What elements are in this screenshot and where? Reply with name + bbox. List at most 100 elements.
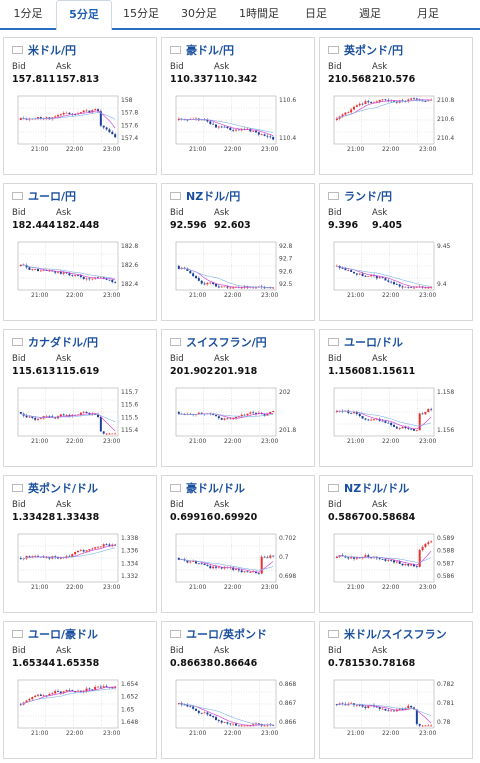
rate-card[interactable]: 米ドル/円 Bid Ask 157.811 157.813 158 157.8 157.6 15… — [3, 37, 157, 175]
rate-card[interactable]: ユーロ/円 Bid Ask 182.444 182.448 182.8 182.6 182.4… — [3, 183, 157, 321]
candle-body — [243, 725, 246, 727]
candle-body — [229, 128, 232, 131]
candle-body — [421, 100, 424, 102]
candle-body — [249, 725, 252, 727]
candle-body — [381, 708, 384, 710]
rate-card[interactable]: NZドル/円 Bid Ask 92.596 92.603 92.8 92.7 92.6 92.5… — [161, 183, 315, 321]
chart-container[interactable]: 115.7 115.6 115.5 115.4 21:00 22:00 23:00 — [16, 386, 160, 458]
currency-pair-link[interactable]: 英ポンド/円 — [344, 44, 404, 57]
y-tick-label: 115.4 — [121, 427, 138, 434]
tab-6[interactable]: 日足 — [305, 7, 327, 20]
currency-pair-link[interactable]: NZドル/ドル — [344, 482, 410, 495]
chart-container[interactable]: 9.45 9.4 21:00 22:00 23:00 — [332, 240, 476, 312]
candle-body — [195, 561, 197, 564]
tab-5[interactable]: 1時間足 — [239, 7, 279, 20]
candle-body — [114, 134, 117, 138]
currency-pair-link[interactable]: 豪ドル/ドル — [186, 482, 246, 495]
x-tick-label: 21:00 — [189, 292, 206, 299]
candle-body — [375, 418, 378, 420]
candle-body — [85, 411, 88, 413]
candle-body — [384, 708, 387, 711]
candle-body — [68, 689, 71, 691]
chart-container[interactable]: 0.782 0.781 0.78 21:00 22:00 23:00 — [332, 678, 476, 750]
candle-body — [37, 694, 39, 696]
candle-body — [114, 282, 117, 283]
chart-container[interactable]: 1.338 1.336 1.334 1.332 21:00 22:00 23:00 — [16, 532, 160, 604]
rate-card[interactable]: カナダドル/円 Bid Ask 115.613 115.619 115.7 115.6 115… — [3, 329, 157, 467]
currency-pair-link[interactable]: 豪ドル/円 — [186, 44, 235, 57]
x-tick-label: 23:00 — [261, 146, 278, 153]
currency-pair-link[interactable]: ランド/円 — [344, 190, 393, 203]
currency-pair-link[interactable]: カナダドル/円 — [28, 336, 99, 349]
chart-container[interactable]: 158 157.8 157.6 157.4 21:00 22:00 23:00 — [16, 94, 160, 166]
candle-body — [99, 546, 102, 548]
x-tick-label: 22:00 — [382, 292, 399, 299]
candle-body — [25, 700, 28, 703]
rate-card[interactable]: 英ポンド/ドル Bid Ask 1.33428 1.33438 1.338 1.336 1.3… — [3, 475, 157, 613]
bid-value: 1.33428 — [12, 512, 56, 523]
rate-card[interactable]: NZドル/ドル Bid Ask 0.58670 0.58684 0.589 0.588 0.5… — [319, 475, 473, 613]
candle-body — [373, 419, 375, 421]
currency-pair-link[interactable]: 米ドル/円 — [28, 44, 77, 57]
candle-body — [427, 725, 430, 727]
chart-container[interactable]: 92.8 92.7 92.6 92.5 21:00 22:00 23:00 — [174, 240, 318, 312]
currency-pair-link[interactable]: ユーロ/豪ドル — [28, 628, 99, 641]
candle-body — [353, 106, 355, 110]
slow-average-line — [20, 112, 116, 120]
chart-container[interactable]: 0.589 0.588 0.587 0.586 21:00 22:00 23:00 — [332, 532, 476, 604]
y-tick-label: 0.867 — [279, 700, 296, 707]
chart-container[interactable]: 1.158 1.156 21:00 22:00 23:00 — [332, 386, 476, 458]
rate-card[interactable]: 英ポンド/円 Bid Ask 210.568 210.576 210.8 210.6 210.… — [319, 37, 473, 175]
candle-body — [105, 544, 108, 545]
tab-2[interactable]: 5分足 — [56, 0, 112, 30]
candle-body — [48, 557, 51, 559]
currency-pair-link[interactable]: ユーロ/円 — [28, 190, 77, 203]
chart-container[interactable]: 202 201.8 21:00 22:00 23:00 — [174, 386, 318, 458]
candle-body — [111, 544, 114, 546]
currency-pair-link[interactable]: ユーロ/ドル — [344, 336, 404, 349]
za-flag — [328, 192, 339, 200]
rate-card[interactable]: ユーロ/英ポンド Bid Ask 0.86638 0.86646 0.868 0.867 0.… — [161, 621, 315, 759]
ask-value: 0.86646 — [214, 658, 258, 669]
x-tick-label: 22:00 — [66, 730, 83, 737]
candle-body — [197, 710, 200, 713]
candle-body — [353, 412, 355, 414]
rate-card[interactable]: スイスフラン/円 Bid Ask 201.902 201.918 202 201.8 21:0… — [161, 329, 315, 467]
candle-body — [232, 287, 235, 289]
rate-card-header: NZドル/円 — [170, 188, 240, 204]
slow-average-line — [178, 559, 274, 571]
rate-card[interactable]: 米ドル/スイスフラン Bid Ask 0.78153 0.78168 0.782 0.781… — [319, 621, 473, 759]
rate-card[interactable]: 豪ドル/円 Bid Ask 110.337 110.342 110.6 110.4 21:00… — [161, 37, 315, 175]
candle-body — [223, 722, 226, 723]
tab-7[interactable]: 週足 — [359, 7, 381, 20]
chart-container[interactable]: 1.654 1.652 1.65 1.648 21:00 22:00 23:00 — [16, 678, 160, 750]
rate-card[interactable]: ランド/円 Bid Ask 9.396 9.405 9.45 9.4 21:00 22:00 23… — [319, 183, 473, 321]
currency-pair-link[interactable]: 米ドル/スイスフラン — [344, 628, 447, 641]
tab-4[interactable]: 30分足 — [181, 7, 217, 20]
x-tick-label: 21:00 — [347, 146, 364, 153]
currency-pair-link[interactable]: ユーロ/英ポンド — [186, 628, 268, 641]
chart-container[interactable]: 0.868 0.867 0.866 21:00 22:00 23:00 — [174, 678, 318, 750]
candle-body — [361, 103, 364, 105]
tab-3[interactable]: 15分足 — [123, 7, 159, 20]
candle-body — [37, 556, 39, 557]
rate-card[interactable]: 豪ドル/ドル Bid Ask 0.69916 0.69920 0.702 0.7 0.698 2… — [161, 475, 315, 613]
slow-average-line — [20, 688, 116, 705]
chart-container[interactable]: 182.8 182.6 182.4 21:00 22:00 23:00 — [16, 240, 160, 312]
candle-body — [240, 725, 243, 727]
rate-card[interactable]: ユーロ/ドル Bid Ask 1.15608 1.15611 1.158 1.156 21:0… — [319, 329, 473, 467]
rate-card[interactable]: ユーロ/豪ドル Bid Ask 1.65344 1.65358 1.654 1.652 1.6… — [3, 621, 157, 759]
chart-container[interactable]: 110.6 110.4 21:00 22:00 23:00 — [174, 94, 318, 166]
currency-pair-link[interactable]: スイスフラン/円 — [186, 336, 267, 349]
chart-container[interactable]: 0.702 0.7 0.698 21:00 22:00 23:00 — [174, 532, 318, 604]
candle-body — [215, 284, 217, 287]
tab-1[interactable]: 1分足 — [13, 7, 43, 20]
candle-body — [209, 282, 212, 284]
currency-pair-link[interactable]: 英ポンド/ドル — [28, 482, 99, 495]
tab-8[interactable]: 月足 — [417, 7, 439, 20]
candle-body — [226, 126, 229, 129]
chart-container[interactable]: 210.8 210.6 210.4 21:00 22:00 23:00 — [332, 94, 476, 166]
candle-body — [28, 555, 31, 557]
currency-pair-link[interactable]: NZドル/円 — [186, 190, 241, 203]
candle-body — [28, 416, 31, 418]
